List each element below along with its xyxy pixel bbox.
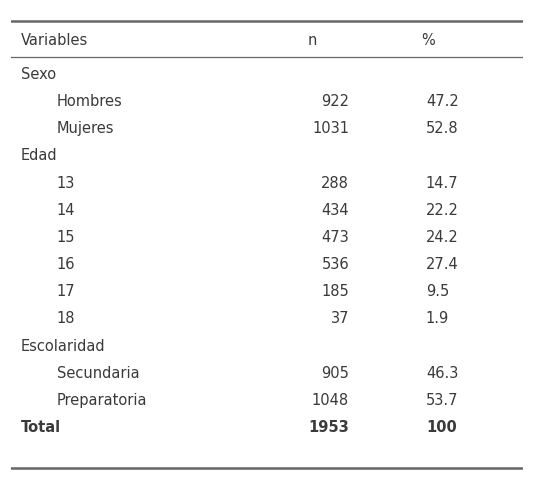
Text: 37: 37 bbox=[331, 311, 349, 326]
Text: 14: 14 bbox=[57, 203, 75, 218]
Text: 1953: 1953 bbox=[308, 420, 349, 435]
Text: 16: 16 bbox=[57, 257, 75, 272]
Text: 18: 18 bbox=[57, 311, 75, 326]
Text: 52.8: 52.8 bbox=[426, 121, 459, 136]
Text: Variables: Variables bbox=[21, 33, 88, 48]
Text: 473: 473 bbox=[321, 230, 349, 245]
Text: %: % bbox=[421, 33, 435, 48]
Text: Hombres: Hombres bbox=[57, 94, 123, 109]
Text: n: n bbox=[308, 33, 317, 48]
Text: 13: 13 bbox=[57, 176, 75, 191]
Text: 185: 185 bbox=[321, 285, 349, 299]
Text: 1.9: 1.9 bbox=[426, 311, 449, 326]
Text: 100: 100 bbox=[426, 420, 457, 435]
Text: 22.2: 22.2 bbox=[426, 203, 459, 218]
Text: Mujeres: Mujeres bbox=[57, 121, 114, 136]
Text: 27.4: 27.4 bbox=[426, 257, 459, 272]
Text: 1031: 1031 bbox=[312, 121, 349, 136]
Text: 288: 288 bbox=[321, 176, 349, 191]
Text: 905: 905 bbox=[321, 366, 349, 381]
Text: Escolaridad: Escolaridad bbox=[21, 339, 106, 354]
Text: 434: 434 bbox=[321, 203, 349, 218]
Text: 17: 17 bbox=[57, 285, 75, 299]
Text: 47.2: 47.2 bbox=[426, 94, 459, 109]
Text: 53.7: 53.7 bbox=[426, 393, 458, 408]
Text: Secundaria: Secundaria bbox=[57, 366, 139, 381]
Text: Total: Total bbox=[21, 420, 61, 435]
Text: 46.3: 46.3 bbox=[426, 366, 458, 381]
Text: Sexo: Sexo bbox=[21, 67, 56, 82]
Text: Edad: Edad bbox=[21, 148, 58, 163]
Text: 14.7: 14.7 bbox=[426, 176, 459, 191]
Text: 9.5: 9.5 bbox=[426, 285, 449, 299]
Text: 922: 922 bbox=[321, 94, 349, 109]
Text: 24.2: 24.2 bbox=[426, 230, 459, 245]
Text: 15: 15 bbox=[57, 230, 75, 245]
Text: 1048: 1048 bbox=[312, 393, 349, 408]
Text: Preparatoria: Preparatoria bbox=[57, 393, 147, 408]
Text: 536: 536 bbox=[321, 257, 349, 272]
